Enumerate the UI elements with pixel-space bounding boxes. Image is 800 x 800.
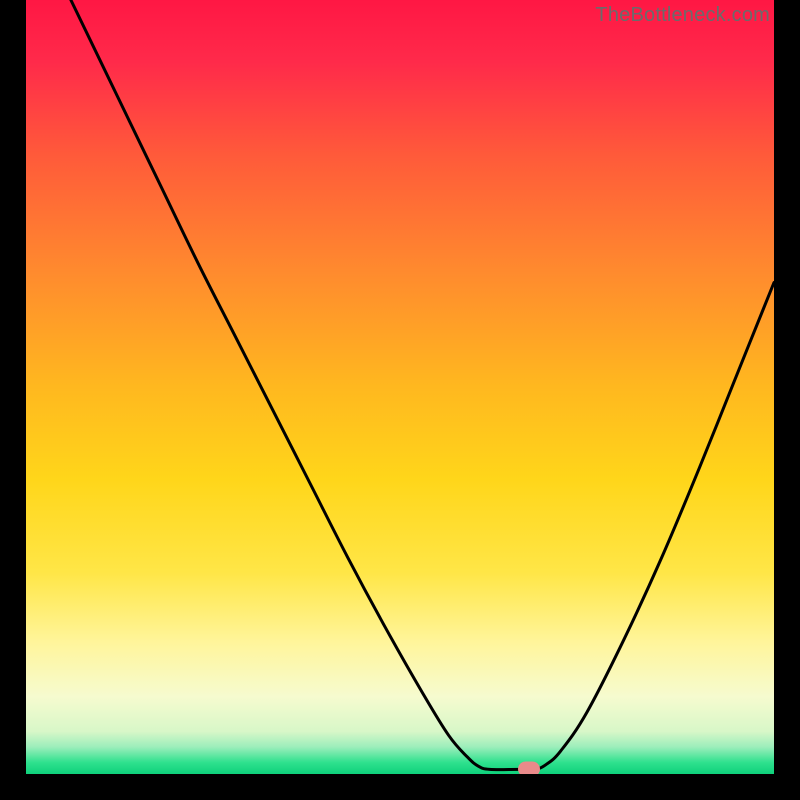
watermark-text: TheBottleneck.com <box>595 4 770 27</box>
bottleneck-curve <box>26 0 774 774</box>
plot-area <box>26 0 774 774</box>
optimal-marker <box>518 762 540 774</box>
chart-frame: TheBottleneck.com <box>0 0 800 800</box>
